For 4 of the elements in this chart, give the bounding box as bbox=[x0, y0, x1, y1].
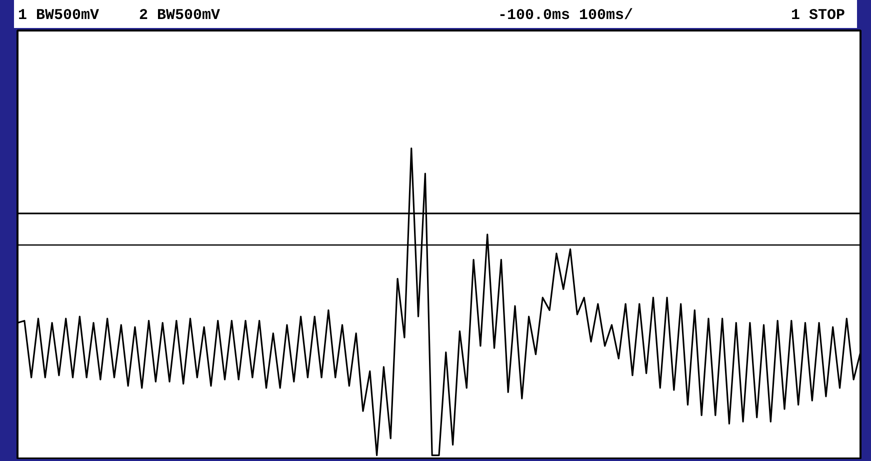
text: -100.0ms 100ms/ bbox=[498, 7, 634, 24]
text: 1 STOP bbox=[790, 7, 845, 24]
text: 2 BW500mV bbox=[139, 7, 220, 24]
text: 1 BW500mV bbox=[18, 7, 100, 24]
